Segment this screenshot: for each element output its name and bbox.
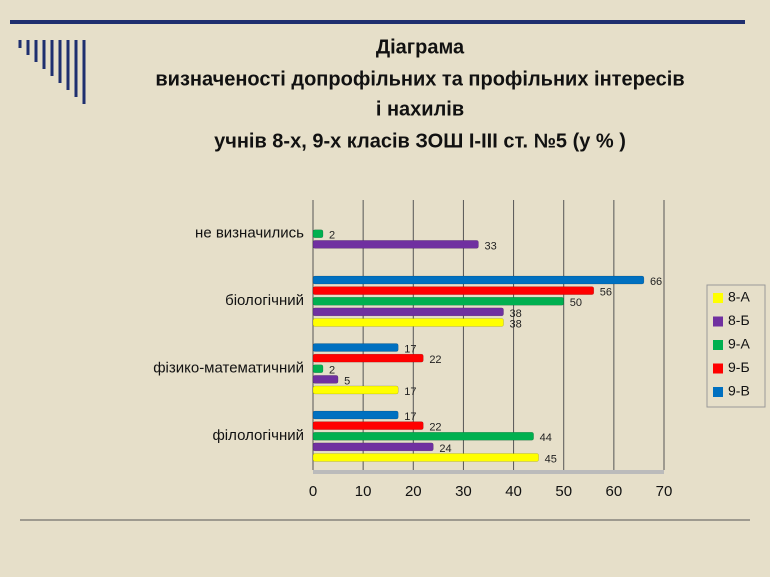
value-label: 2 xyxy=(329,365,335,377)
bar xyxy=(312,442,434,452)
x-tick-label: 70 xyxy=(656,483,673,500)
legend-label: 8-Б xyxy=(728,312,750,328)
chart-title: Діаграма xyxy=(376,36,465,58)
bar xyxy=(312,410,399,420)
x-tick-label: 10 xyxy=(355,483,372,500)
chart-title: учнів 8-х, 9-х класів ЗОШ І-ІІІ ст. №5 (… xyxy=(214,130,626,152)
bar xyxy=(312,343,399,352)
value-label: 50 xyxy=(570,297,582,309)
bar xyxy=(312,229,324,238)
bar xyxy=(312,240,479,249)
bar xyxy=(312,421,424,430)
chart-title: визначеності допрофільних та профільних … xyxy=(155,68,684,90)
legend-label: 9-А xyxy=(728,336,750,352)
x-tick-label: 50 xyxy=(555,483,572,500)
legend-swatch xyxy=(713,340,723,350)
value-label: 38 xyxy=(510,308,522,320)
bar xyxy=(312,353,424,363)
plot-floor xyxy=(313,470,664,474)
legend-swatch xyxy=(713,363,723,374)
x-tick-label: 0 xyxy=(309,483,317,500)
value-label: 17 xyxy=(404,411,416,423)
x-tick-label: 60 xyxy=(606,483,623,500)
bar xyxy=(312,307,504,317)
legend-swatch xyxy=(713,316,723,327)
value-label: 44 xyxy=(540,432,552,444)
y-tick-label: не визначились xyxy=(195,225,304,242)
value-label: 2 xyxy=(329,230,335,242)
value-label: 17 xyxy=(404,343,416,355)
y-tick-label: фізико-математичний xyxy=(153,360,304,377)
bar xyxy=(312,364,324,373)
value-label: 5 xyxy=(344,375,350,387)
value-label: 66 xyxy=(650,276,662,288)
value-label: 33 xyxy=(484,240,496,252)
x-tick-label: 40 xyxy=(505,483,522,500)
legend-label: 9-Б xyxy=(728,359,750,375)
chart-title: і нахилів xyxy=(376,98,464,120)
bar xyxy=(312,375,339,384)
bar xyxy=(312,385,399,395)
value-label: 22 xyxy=(429,354,441,366)
legend-swatch xyxy=(713,293,723,303)
bar xyxy=(312,297,564,306)
value-label: 38 xyxy=(510,318,522,330)
bar xyxy=(312,432,534,441)
value-label: 24 xyxy=(439,443,451,455)
x-tick-label: 30 xyxy=(455,483,472,500)
legend-swatch xyxy=(713,387,723,397)
value-label: 17 xyxy=(404,386,416,398)
value-label: 45 xyxy=(545,453,557,465)
bar xyxy=(312,275,645,285)
bar xyxy=(312,286,595,295)
bar xyxy=(312,318,504,327)
x-tick-label: 20 xyxy=(405,483,422,500)
decoration xyxy=(10,20,750,521)
value-label: 22 xyxy=(429,422,441,434)
bar xyxy=(312,453,539,462)
legend-label: 9-В xyxy=(728,383,750,399)
y-tick-label: біологічний xyxy=(225,292,304,309)
legend-label: 8-А xyxy=(728,289,750,305)
y-tick-label: філологічний xyxy=(212,427,304,444)
value-label: 56 xyxy=(600,287,612,299)
